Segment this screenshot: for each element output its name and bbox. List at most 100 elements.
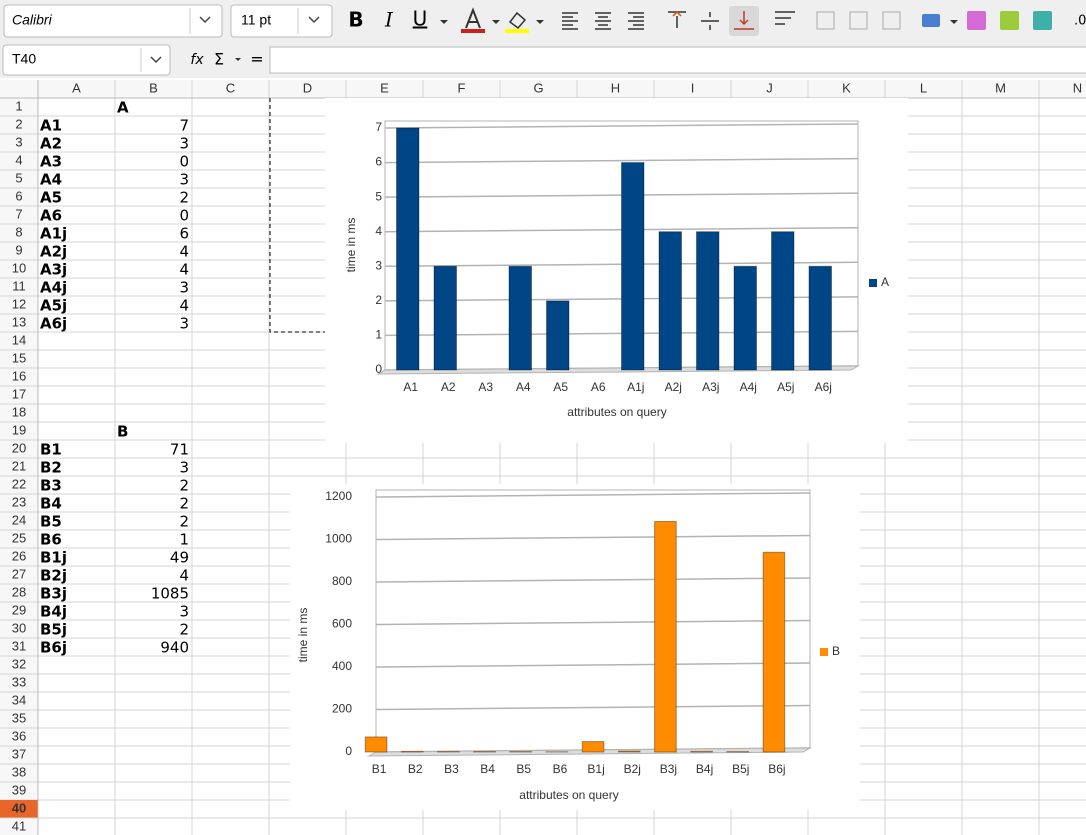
- legend-swatch: [820, 648, 828, 656]
- cell: B6j: [40, 639, 67, 657]
- grid-line: [384, 157, 859, 164]
- grid-line: [375, 534, 811, 541]
- cell: 3: [179, 315, 189, 333]
- y-tick-label: 1: [375, 328, 382, 342]
- formula-input[interactable]: [269, 46, 1086, 74]
- grid-line: [375, 619, 811, 626]
- x-tick-label: B4: [480, 762, 495, 776]
- percent-button[interactable]: [967, 11, 986, 30]
- cell: 0: [179, 207, 189, 225]
- x-tick-label: B4j: [696, 762, 713, 776]
- date-button[interactable]: [1033, 11, 1052, 30]
- bar: [658, 231, 682, 371]
- row-header: 3: [15, 134, 22, 149]
- name-box[interactable]: [2, 44, 171, 76]
- y-tick-label: 600: [332, 617, 352, 631]
- legend-label: B: [832, 644, 840, 658]
- bar: [617, 750, 641, 753]
- x-tick-label: A3: [478, 380, 493, 394]
- grid-line: [375, 704, 811, 711]
- bar: [396, 127, 420, 371]
- cell: 4: [179, 297, 189, 315]
- y-tick-label: 0: [345, 744, 352, 758]
- cell: 2: [179, 513, 189, 531]
- column-header: G: [533, 80, 543, 95]
- sum-button[interactable]: Σ: [214, 50, 224, 69]
- row-header: 34: [12, 692, 26, 707]
- dropdown-arrow: [308, 16, 320, 24]
- cell: B5: [40, 513, 62, 531]
- cell: 940: [160, 639, 189, 657]
- cell: A3j: [40, 261, 67, 279]
- x-tick-label: A1: [403, 380, 418, 394]
- row-header: 12: [12, 296, 26, 311]
- italic-button[interactable]: I: [384, 8, 394, 32]
- cell: A1j: [40, 225, 67, 243]
- font-name: Calibri: [12, 12, 53, 28]
- bar: [808, 265, 832, 371]
- cell: B3: [40, 477, 62, 495]
- y-tick-label: 800: [332, 574, 352, 588]
- underline-button[interactable]: U: [413, 7, 428, 31]
- bold-button[interactable]: B: [348, 8, 363, 32]
- y-tick-label: 1000: [325, 532, 352, 546]
- y-tick-label: 200: [332, 702, 352, 716]
- merge-buttons[interactable]: [816, 11, 901, 30]
- decimal-button[interactable]: .0: [1074, 14, 1086, 29]
- bar: [621, 162, 645, 371]
- currency-button[interactable]: [922, 14, 940, 27]
- cell: 0: [179, 153, 189, 171]
- x-tick-label: A2: [441, 380, 456, 394]
- x-tick-label: B3: [444, 762, 459, 776]
- y-tick-label: 400: [332, 659, 352, 673]
- cell: 71: [170, 441, 189, 459]
- cell: B1: [40, 441, 62, 459]
- y-tick-label: 7: [375, 120, 382, 134]
- x-axis-title: attributes on query: [519, 788, 618, 802]
- column-header: D: [303, 80, 312, 95]
- chart: 0 1 2 3 4 5 6 7 A1 A2 A3 A4 A5 A6 A1j A2j A3j A4j A5j A6j Aa…: [325, 98, 908, 443]
- row-header: 24: [12, 512, 26, 527]
- font-color-button[interactable]: [465, 7, 481, 29]
- x-tick-label: B2: [408, 762, 423, 776]
- x-tick-label: B1: [372, 762, 387, 776]
- bar: [364, 736, 388, 753]
- bar: [733, 265, 757, 371]
- y-tick-label: 4: [375, 224, 382, 238]
- number-button[interactable]: [1000, 11, 1019, 30]
- column-header: J: [766, 80, 773, 95]
- x-tick-label: B6j: [768, 762, 785, 776]
- x-tick-label: A2j: [665, 380, 682, 394]
- highlight-button[interactable]: [508, 11, 527, 30]
- cell: 2: [179, 621, 189, 639]
- cell: A: [117, 99, 129, 117]
- y-tick-label: 2: [375, 293, 382, 307]
- row-header: 41: [12, 818, 26, 833]
- x-tick-label: A4j: [740, 380, 757, 394]
- grid-line: [375, 662, 811, 668]
- cell: B3j: [40, 585, 67, 603]
- row-header: 39: [12, 782, 26, 797]
- cell: 4: [179, 243, 189, 261]
- font-name-box[interactable]: [3, 4, 223, 38]
- x-tick-label: A6j: [815, 380, 832, 394]
- cell: 6: [179, 225, 189, 243]
- row-header: 37: [12, 746, 26, 761]
- legend-swatch: [869, 279, 877, 287]
- bar: [762, 551, 786, 753]
- font-size-box[interactable]: [230, 4, 333, 38]
- cell: 2: [179, 495, 189, 513]
- row-header: 38: [12, 764, 26, 779]
- y-tick-label: 5: [375, 189, 382, 203]
- function-wizard[interactable]: fx: [190, 52, 204, 68]
- row-header: 23: [12, 494, 26, 509]
- column-header: B: [149, 80, 158, 95]
- row-header: 36: [12, 728, 26, 743]
- cell: 49: [170, 549, 189, 567]
- row-header: 16: [12, 368, 26, 383]
- bar: [771, 231, 795, 371]
- align-buttons[interactable]: [562, 11, 795, 30]
- formula-button[interactable]: =: [250, 50, 263, 69]
- x-tick-label: A4: [516, 380, 531, 394]
